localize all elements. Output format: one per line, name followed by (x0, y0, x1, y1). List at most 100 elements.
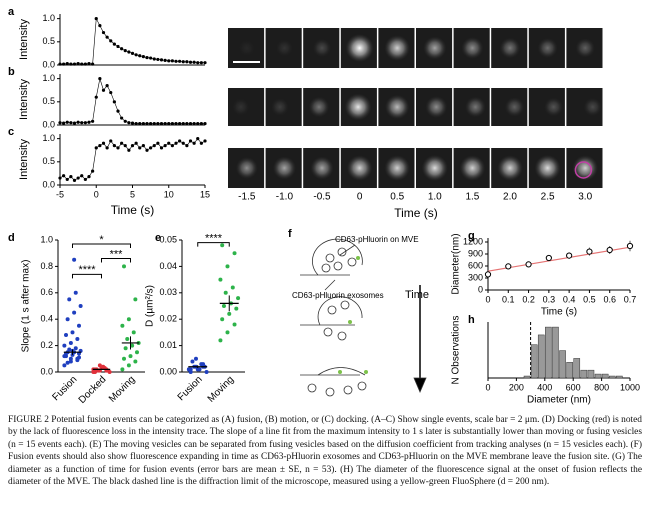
y-tick-label: 0 (478, 284, 483, 294)
data-point (156, 57, 160, 62)
panel-label: g (468, 230, 475, 242)
data-point (98, 77, 102, 81)
data-point (116, 109, 120, 113)
data-point (130, 143, 135, 148)
pHluorin (364, 370, 368, 374)
data-point (196, 122, 200, 126)
x-tick-label: 1000 (620, 382, 640, 392)
x-tick-label: 0.3 (543, 294, 556, 304)
exosome (325, 253, 335, 263)
caption: FIGURE 2 Potential fusion events can be … (8, 415, 642, 488)
data-point (127, 121, 131, 125)
x-tick-label: 600 (566, 382, 581, 392)
data-point (232, 251, 237, 256)
x-tick-label: Moving (206, 374, 237, 405)
data-point (152, 57, 156, 61)
fluorescence-spot (537, 37, 558, 59)
frame-time-label: 0.5 (390, 192, 404, 203)
fluorescence-spot (459, 155, 486, 181)
data-point (76, 355, 81, 360)
data-point (120, 323, 125, 328)
x-tick-label: 0.7 (624, 294, 637, 304)
y-tick-label: 0.01 (159, 340, 177, 350)
fluorescence-spot (583, 97, 602, 117)
data-point (83, 177, 87, 182)
data-point (69, 62, 73, 66)
x-tick-label: 200 (509, 382, 524, 392)
data-point (141, 55, 145, 59)
data-point (131, 330, 136, 335)
data-point (83, 62, 87, 66)
data-point (112, 100, 116, 104)
frame-time-label: -1.5 (238, 192, 256, 203)
data-point (192, 122, 196, 126)
significance-label: **** (205, 233, 223, 245)
y-axis-label: Diameter(nm) (451, 233, 462, 294)
x-tick-label: Moving (107, 374, 138, 405)
data-point (185, 122, 189, 126)
data-point (80, 121, 84, 125)
data-point (484, 271, 492, 278)
data-point (178, 139, 182, 143)
data-point (76, 323, 81, 328)
frame-time-label: 1.5 (465, 192, 479, 203)
data-point (127, 148, 131, 152)
x-tick-label: 0.4 (563, 294, 576, 304)
data-point (167, 141, 171, 145)
histogram-bar (616, 375, 623, 379)
data-point (94, 146, 98, 150)
data-point (156, 141, 160, 145)
frame-time-label: 2.5 (541, 192, 555, 203)
x-tick-label: 15 (200, 189, 210, 199)
data-point (65, 62, 69, 66)
data-point (107, 370, 112, 374)
y-tick-label: 1.0 (42, 13, 55, 23)
data-point (62, 62, 66, 66)
data-point (505, 263, 512, 270)
frame-time-label: 3.0 (578, 192, 592, 203)
data-point (105, 146, 109, 150)
data-point (223, 290, 228, 295)
y-axis-label: Slope (1 s after max) (21, 260, 32, 353)
fluorescence-spot (384, 155, 411, 181)
data-point (65, 120, 69, 124)
y-tick-label: 0.0 (42, 179, 55, 189)
data-point (156, 122, 160, 126)
exosome (343, 385, 353, 395)
x-tick-label: 800 (594, 382, 609, 392)
pHluorin-marks (338, 256, 368, 374)
data-point (123, 143, 127, 148)
data-point (65, 360, 70, 365)
exosome (327, 305, 337, 315)
histogram-bar (530, 344, 538, 379)
fluorescence-spot (344, 93, 372, 121)
data-point (87, 120, 91, 124)
data-point (163, 143, 167, 148)
data-point (188, 60, 193, 64)
data-point (67, 347, 72, 352)
y-tick-label: 1.0 (42, 133, 55, 143)
exosome (307, 383, 317, 393)
fluorescence-spot (308, 96, 330, 118)
y-tick-label: 1.0 (42, 73, 55, 83)
data-point (62, 174, 66, 178)
data-point (181, 141, 185, 145)
fluorescence-spot (544, 97, 564, 117)
y-axis-label: N Observations (451, 316, 462, 385)
panel-label: c (8, 126, 14, 138)
data-point (72, 178, 77, 182)
x-tick-label: Fusion (50, 374, 79, 403)
y-tick-label: 0.6 (40, 287, 53, 297)
fluorescence-spot (575, 38, 595, 58)
histogram-bar (573, 358, 581, 379)
frame-time-label: 1.0 (428, 192, 442, 203)
fluorescence-spot (534, 154, 561, 182)
exosome (357, 381, 367, 391)
panel-label: a (8, 6, 15, 18)
data-point (68, 340, 73, 345)
data-point (122, 264, 127, 269)
data-point (62, 363, 67, 368)
data-point (197, 367, 202, 372)
y-tick-label: 0.02 (159, 314, 177, 324)
data-point (91, 169, 95, 173)
